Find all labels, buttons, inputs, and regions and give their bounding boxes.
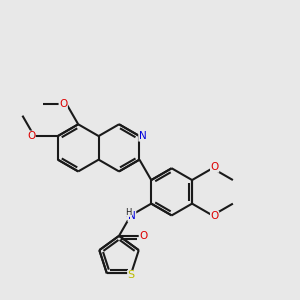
Text: H: H (125, 209, 132, 218)
Text: H: H (125, 208, 132, 217)
Text: N: N (128, 212, 136, 221)
Text: O: O (27, 131, 35, 141)
Text: O: O (59, 99, 67, 109)
Text: S: S (128, 271, 135, 281)
Text: N: N (139, 131, 146, 141)
Text: N: N (125, 209, 133, 219)
Text: O: O (211, 212, 219, 221)
Text: O: O (139, 231, 148, 241)
Text: O: O (211, 162, 219, 172)
